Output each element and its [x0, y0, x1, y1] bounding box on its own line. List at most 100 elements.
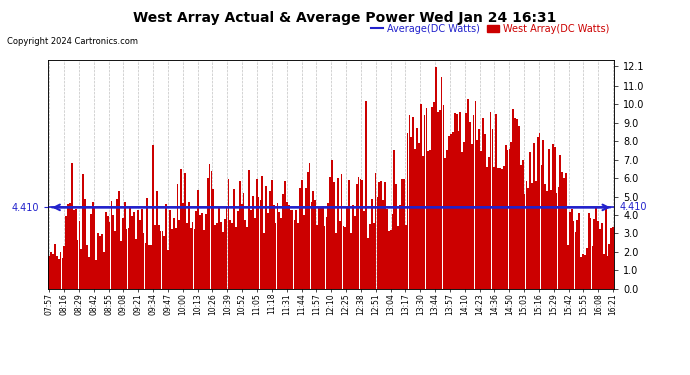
- Bar: [535, 181, 537, 289]
- Bar: [401, 179, 403, 289]
- Bar: [337, 178, 339, 289]
- Bar: [584, 255, 586, 289]
- Bar: [467, 99, 469, 289]
- Bar: [386, 209, 388, 289]
- Bar: [588, 213, 589, 289]
- Bar: [392, 214, 393, 289]
- Bar: [71, 163, 72, 289]
- Bar: [597, 220, 599, 289]
- Bar: [286, 202, 288, 289]
- Bar: [603, 254, 604, 289]
- Bar: [273, 206, 275, 289]
- Bar: [190, 228, 192, 289]
- Bar: [290, 210, 292, 289]
- Bar: [478, 129, 480, 289]
- Bar: [107, 216, 108, 289]
- Bar: [503, 166, 504, 289]
- Bar: [105, 212, 107, 289]
- Bar: [560, 155, 561, 289]
- Bar: [405, 225, 406, 289]
- Bar: [267, 213, 269, 289]
- Bar: [131, 216, 133, 289]
- Bar: [186, 223, 188, 289]
- Bar: [184, 173, 186, 289]
- Bar: [318, 207, 320, 289]
- Bar: [457, 130, 460, 289]
- Bar: [146, 198, 148, 289]
- Bar: [380, 181, 382, 289]
- Bar: [262, 177, 264, 289]
- Bar: [194, 229, 195, 289]
- Bar: [210, 171, 213, 289]
- Bar: [133, 211, 135, 289]
- Bar: [79, 221, 80, 289]
- Bar: [516, 119, 518, 289]
- Bar: [171, 229, 172, 289]
- Bar: [141, 210, 143, 289]
- Bar: [539, 133, 540, 289]
- Bar: [399, 205, 401, 289]
- Bar: [182, 203, 184, 289]
- Bar: [244, 220, 246, 289]
- Bar: [82, 174, 84, 289]
- Bar: [609, 244, 610, 289]
- Bar: [243, 193, 244, 289]
- Bar: [316, 225, 318, 289]
- Bar: [522, 160, 524, 289]
- Bar: [169, 210, 171, 289]
- Bar: [59, 252, 61, 289]
- Bar: [512, 109, 514, 289]
- Bar: [103, 252, 105, 289]
- Text: Copyright 2024 Cartronics.com: Copyright 2024 Cartronics.com: [7, 38, 138, 46]
- Bar: [395, 184, 397, 289]
- Bar: [228, 179, 229, 289]
- Bar: [416, 128, 418, 289]
- Bar: [426, 108, 427, 289]
- Bar: [81, 249, 82, 289]
- Bar: [75, 209, 77, 289]
- Bar: [450, 134, 452, 289]
- Bar: [595, 208, 597, 289]
- Bar: [364, 211, 365, 289]
- Bar: [144, 243, 146, 289]
- Bar: [265, 186, 267, 289]
- Bar: [90, 214, 92, 289]
- Bar: [482, 118, 484, 289]
- Legend: Average(DC Watts), West Array(DC Watts): Average(DC Watts), West Array(DC Watts): [371, 24, 609, 34]
- Bar: [314, 200, 316, 289]
- Bar: [292, 210, 293, 289]
- Bar: [520, 165, 522, 289]
- Bar: [135, 238, 137, 289]
- Bar: [356, 184, 357, 289]
- Bar: [310, 202, 313, 289]
- Bar: [148, 244, 150, 289]
- Bar: [241, 204, 242, 289]
- Bar: [180, 169, 182, 289]
- Bar: [452, 132, 454, 289]
- Bar: [305, 188, 306, 289]
- Bar: [156, 191, 157, 289]
- Bar: [435, 68, 437, 289]
- Bar: [115, 231, 116, 289]
- Bar: [313, 191, 314, 289]
- Bar: [124, 201, 126, 289]
- Bar: [599, 229, 601, 289]
- Bar: [264, 232, 265, 289]
- Bar: [488, 157, 490, 289]
- Bar: [548, 150, 550, 289]
- Bar: [484, 134, 486, 289]
- Bar: [497, 168, 499, 289]
- Bar: [48, 256, 50, 289]
- Bar: [565, 173, 567, 289]
- Bar: [197, 190, 199, 289]
- Bar: [555, 193, 558, 289]
- Bar: [54, 244, 56, 289]
- Bar: [233, 189, 235, 289]
- Bar: [109, 222, 110, 289]
- Bar: [514, 118, 516, 289]
- Bar: [328, 203, 329, 289]
- Bar: [495, 114, 497, 289]
- Bar: [175, 228, 177, 289]
- Bar: [612, 227, 614, 289]
- Bar: [88, 256, 90, 289]
